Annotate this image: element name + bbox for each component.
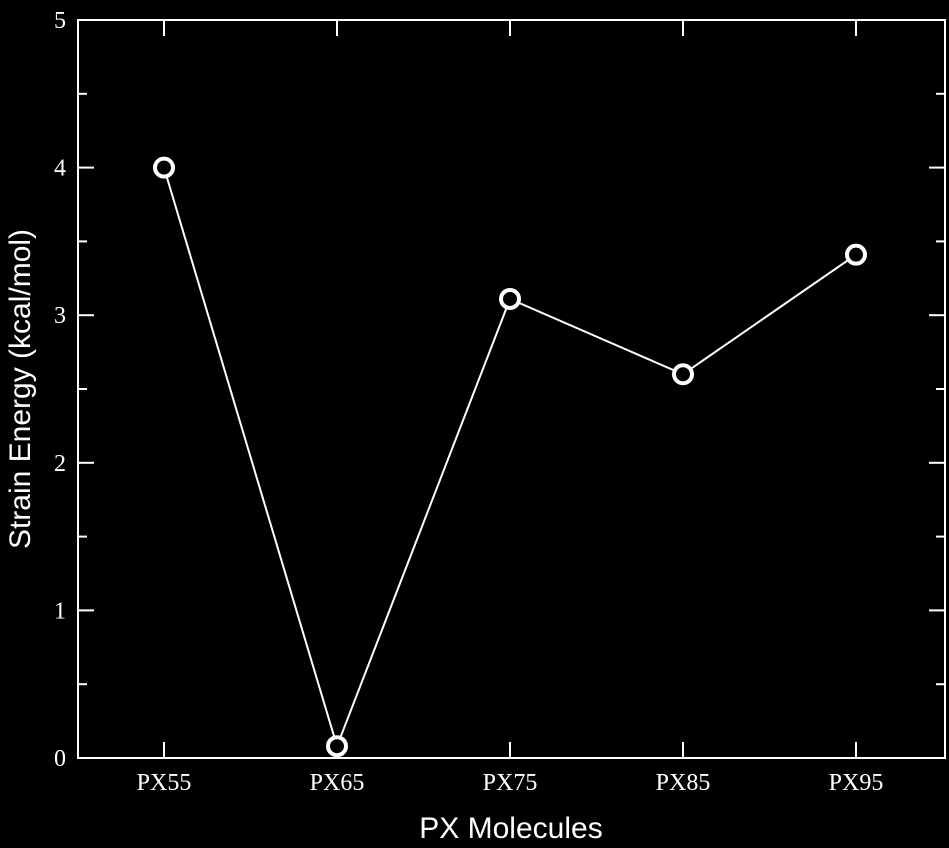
- x-tick-label: PX95: [829, 770, 884, 796]
- series-layer: [153, 156, 867, 758]
- y-tick-label: 1: [54, 598, 66, 624]
- x-tick-label: PX55: [137, 770, 192, 796]
- y-tick-label: 5: [54, 8, 66, 34]
- x-tick-label: PX75: [483, 770, 538, 796]
- x-tick-label: PX65: [310, 770, 365, 796]
- data-point-px95: [845, 243, 867, 266]
- data-point-px75: [499, 287, 521, 310]
- y-tick-label: 2: [54, 451, 66, 477]
- y-tick-label: 0: [54, 746, 66, 772]
- y-axis-ticks: 0 1 2 3 4 5: [54, 8, 945, 772]
- data-point-px85: [672, 363, 694, 386]
- x-axis-ticks: PX55 PX65 PX75 PX85 PX95: [137, 20, 884, 796]
- data-point-px65: [326, 735, 348, 758]
- x-tick-label: PX85: [656, 770, 711, 796]
- y-axis-title: Strain Energy (kcal/mol): [4, 229, 37, 549]
- data-point-px55: [153, 156, 175, 179]
- x-axis-title: PX Molecules: [419, 812, 602, 845]
- y-tick-label: 3: [54, 303, 66, 329]
- y-tick-label: 4: [54, 156, 66, 182]
